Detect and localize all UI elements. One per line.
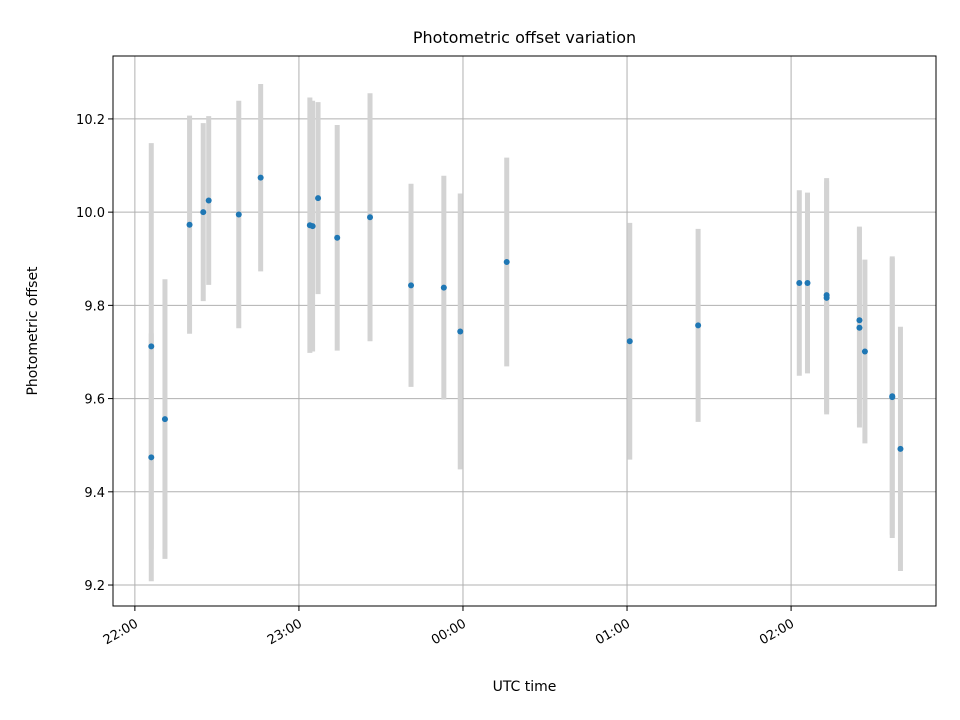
data-point [796, 279, 803, 286]
x-axis-label: UTC time [493, 679, 557, 695]
y-tick-label: 9.8 [84, 299, 105, 314]
data-point [823, 294, 830, 301]
data-point [334, 234, 341, 241]
y-tick-label: 9.6 [84, 393, 105, 408]
data-point [257, 174, 264, 181]
data-point [161, 416, 168, 423]
data-point [148, 454, 155, 461]
y-axis-label: Photometric offset [25, 266, 41, 396]
y-tick-label: 9.2 [84, 579, 105, 594]
data-point [626, 338, 633, 345]
data-point [897, 445, 904, 452]
data-point [889, 394, 896, 401]
data-point [457, 328, 464, 335]
data-point [440, 284, 447, 291]
data-point [148, 343, 155, 350]
data-point [408, 282, 415, 289]
data-point [503, 259, 510, 266]
data-point [804, 279, 811, 286]
data-point [695, 322, 702, 329]
data-point [315, 195, 322, 202]
plot-frame [112, 55, 937, 607]
y-tick-label: 10.2 [76, 113, 105, 128]
y-tick-label: 9.4 [84, 486, 105, 501]
data-point [861, 348, 868, 355]
chart-title: Photometric offset variation [413, 28, 636, 47]
data-point [205, 197, 212, 204]
data-point [186, 221, 193, 228]
data-point [856, 317, 863, 324]
y-tick-label: 10.0 [76, 206, 105, 221]
y-axis-ticks: 9.2 9.4 9.6 9.8 10.0 10.2 [76, 113, 113, 594]
data-point [367, 214, 374, 221]
data-point [856, 324, 863, 331]
data-point [200, 209, 207, 216]
data-points [148, 174, 904, 461]
data-point [235, 211, 242, 218]
data-point [309, 223, 316, 230]
